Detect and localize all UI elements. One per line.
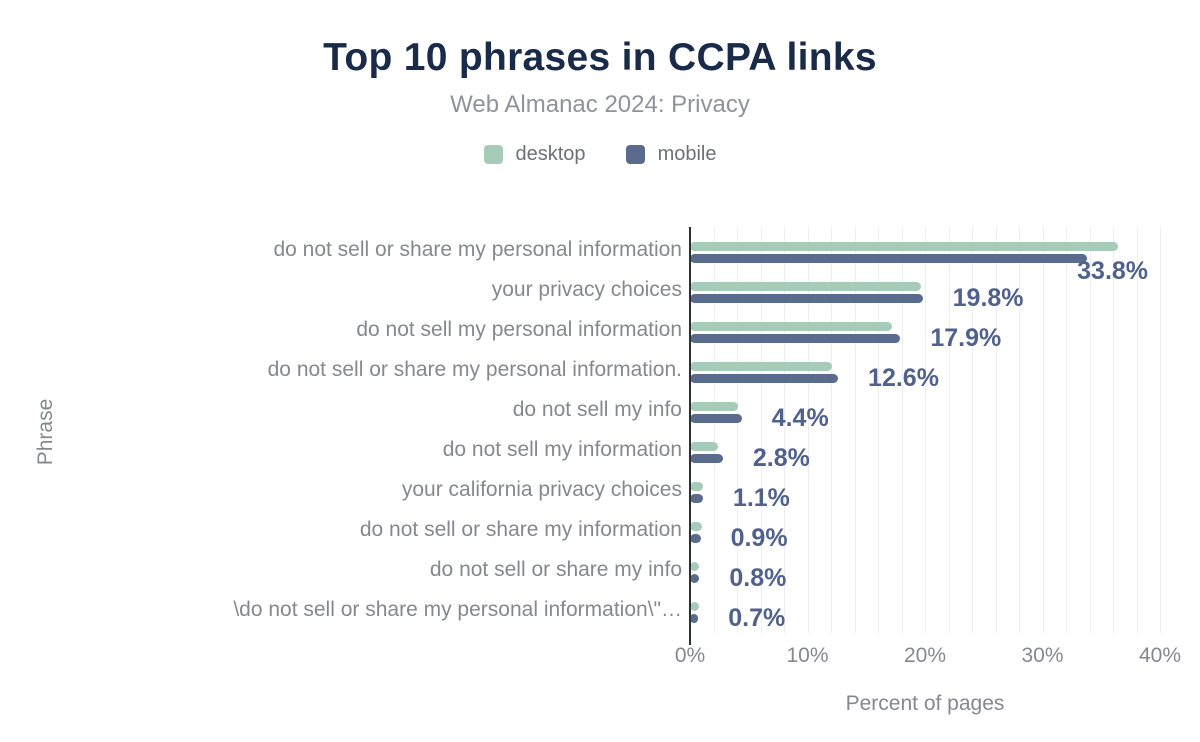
bar-desktop[interactable] <box>690 242 1118 251</box>
gridline <box>760 227 762 633</box>
bar-mobile[interactable] <box>690 454 723 463</box>
value-label: 2.8% <box>752 444 810 472</box>
gridline <box>784 227 785 633</box>
y-axis-line <box>689 227 691 645</box>
desktop-series-swatch-icon <box>483 145 503 164</box>
value-label: 1.1% <box>732 484 790 512</box>
value-label: 0.8% <box>729 564 787 592</box>
bar-desktop[interactable] <box>690 562 700 571</box>
gridline <box>713 227 715 633</box>
value-label: 17.9% <box>930 324 1002 352</box>
bar-desktop[interactable] <box>690 322 893 331</box>
category-label: do not sell or share my info <box>429 558 682 581</box>
x-tick-label: 20% <box>903 644 947 667</box>
category-label: do not sell or share my information <box>359 518 682 541</box>
gridline <box>1019 227 1020 633</box>
x-tick-label: 40% <box>1138 644 1182 667</box>
gridline <box>1066 227 1067 633</box>
x-tick-label: 10% <box>786 644 829 667</box>
gridline <box>995 227 997 633</box>
legend-item-mobile[interactable]: mobile <box>625 143 717 166</box>
x-axis-title: Percent of pages <box>845 692 1005 715</box>
bar-mobile[interactable] <box>690 614 699 623</box>
bar-mobile[interactable] <box>690 574 700 583</box>
bar-desktop[interactable] <box>690 602 700 611</box>
category-label: do not sell my info <box>512 398 682 421</box>
category-label: do not sell my personal information <box>356 318 682 341</box>
bar-desktop[interactable] <box>690 402 739 411</box>
category-label: do not sell or share my personal informa… <box>267 358 682 381</box>
value-label: 4.4% <box>771 404 829 432</box>
gridline <box>972 227 973 633</box>
gridline <box>878 227 879 633</box>
bar-mobile[interactable] <box>690 294 923 303</box>
gridline <box>1089 227 1091 633</box>
value-label: 0.9% <box>730 524 788 552</box>
bar-desktop[interactable] <box>690 522 702 531</box>
mobile-series-swatch-icon <box>625 145 645 164</box>
x-tick-label: 30% <box>1021 644 1064 667</box>
bar-desktop[interactable] <box>690 482 703 491</box>
value-label: 19.8% <box>952 284 1024 312</box>
bar-mobile[interactable] <box>690 414 742 423</box>
bar-desktop[interactable] <box>690 442 719 451</box>
gridline <box>831 227 832 633</box>
gridline <box>854 227 856 633</box>
gridline <box>1160 227 1161 633</box>
legend-label-mobile: mobile <box>657 143 717 165</box>
bar-desktop[interactable] <box>690 362 833 371</box>
gridline <box>925 227 926 633</box>
gridline <box>1042 227 1044 633</box>
x-tick-label: 0% <box>674 644 706 667</box>
gridline <box>901 227 903 633</box>
category-label: your california privacy choices <box>401 478 682 501</box>
value-label: 33.8% <box>1077 257 1149 285</box>
y-axis-title: Phrase <box>34 398 57 466</box>
gridline <box>1136 227 1138 633</box>
chart-subtitle: Web Almanac 2024: Privacy <box>450 91 750 118</box>
legend-label-desktop: desktop <box>515 143 586 165</box>
category-label: do not sell my information <box>442 438 682 461</box>
category-label: do not sell or share my personal informa… <box>273 238 682 261</box>
bar-mobile[interactable] <box>690 534 701 543</box>
value-label: 0.7% <box>728 604 786 632</box>
legend: desktop mobile <box>0 143 1200 166</box>
bar-mobile[interactable] <box>690 374 839 383</box>
bar-desktop[interactable] <box>690 282 922 291</box>
bar-mobile[interactable] <box>690 494 703 503</box>
legend-item-desktop[interactable]: desktop <box>483 143 586 166</box>
category-label: \do not sell or share my personal inform… <box>233 598 682 621</box>
bar-mobile[interactable] <box>690 254 1088 263</box>
gridline <box>1113 227 1114 633</box>
chart-title: Top 10 phrases in CCPA links <box>323 36 877 79</box>
bar-mobile[interactable] <box>690 334 901 343</box>
gridline <box>948 227 950 633</box>
gridline <box>807 227 809 633</box>
category-label: your privacy choices <box>491 278 682 301</box>
value-label: 12.6% <box>868 364 939 392</box>
gridline <box>737 227 738 633</box>
